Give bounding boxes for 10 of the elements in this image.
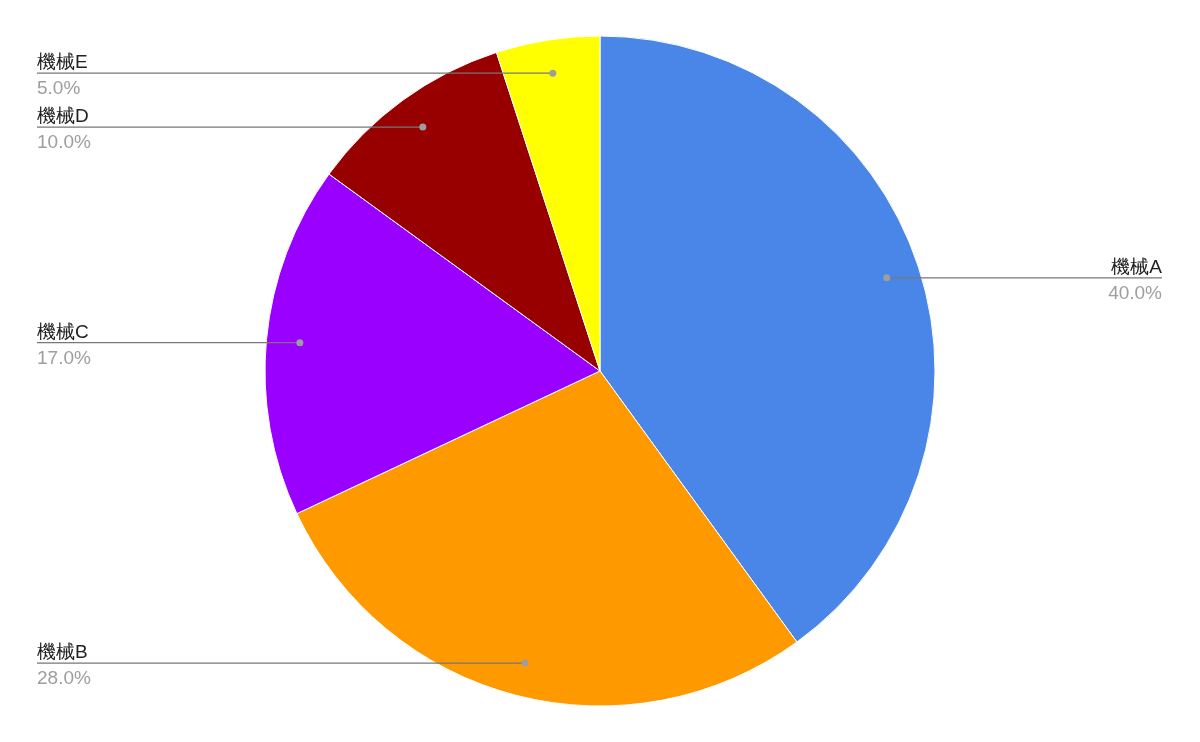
slice-label: 機械B (37, 641, 88, 663)
slice-label: 機械D (37, 105, 89, 127)
slice-label: 機械E (37, 51, 88, 73)
data-label: 28.0% (37, 667, 91, 689)
slice-label: 機械C (37, 320, 89, 342)
slice-label: 機械A (1111, 255, 1163, 277)
data-label: 5.0% (37, 77, 81, 99)
data-label: 40.0% (1108, 281, 1163, 303)
data-label: 10.0% (37, 131, 91, 153)
data-label: 17.0% (37, 346, 91, 368)
